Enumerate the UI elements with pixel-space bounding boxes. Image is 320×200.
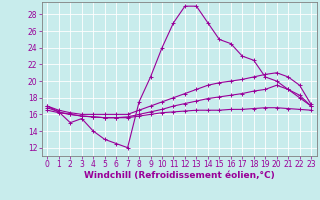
X-axis label: Windchill (Refroidissement éolien,°C): Windchill (Refroidissement éolien,°C) xyxy=(84,171,275,180)
